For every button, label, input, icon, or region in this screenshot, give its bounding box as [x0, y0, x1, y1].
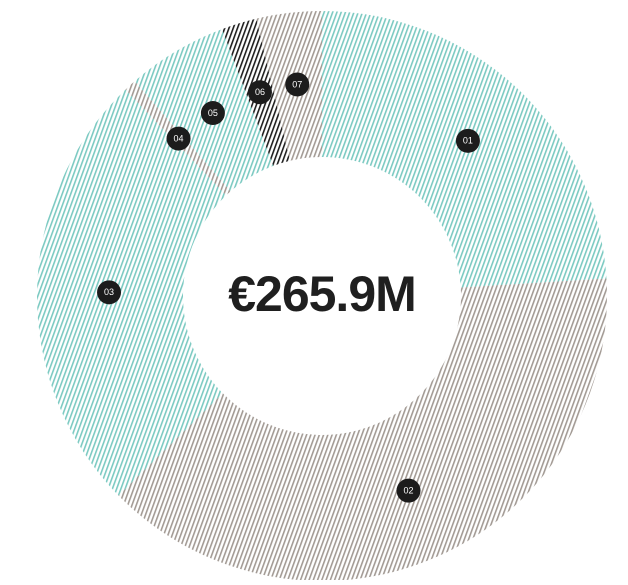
donut-segment [36, 89, 227, 496]
center-label: €265.9M [228, 266, 416, 322]
segment-label: 05 [208, 108, 218, 118]
segment-label: 07 [292, 79, 302, 89]
segment-label: 06 [255, 87, 265, 97]
segment-label: 01 [463, 136, 473, 146]
segment-badge [97, 280, 122, 305]
segment-badge [200, 101, 225, 126]
segment-label: 03 [104, 287, 114, 297]
donut-segment [118, 278, 607, 581]
segment-badge [285, 72, 310, 97]
segment-badge [455, 128, 480, 153]
segment-badge [166, 126, 191, 151]
segment-badge [396, 478, 421, 503]
labels: 01 02 03 04 05 06 07 [97, 72, 480, 503]
segment-label: 02 [404, 486, 414, 496]
segment-label: 04 [174, 133, 184, 143]
segment-badge [247, 80, 272, 105]
